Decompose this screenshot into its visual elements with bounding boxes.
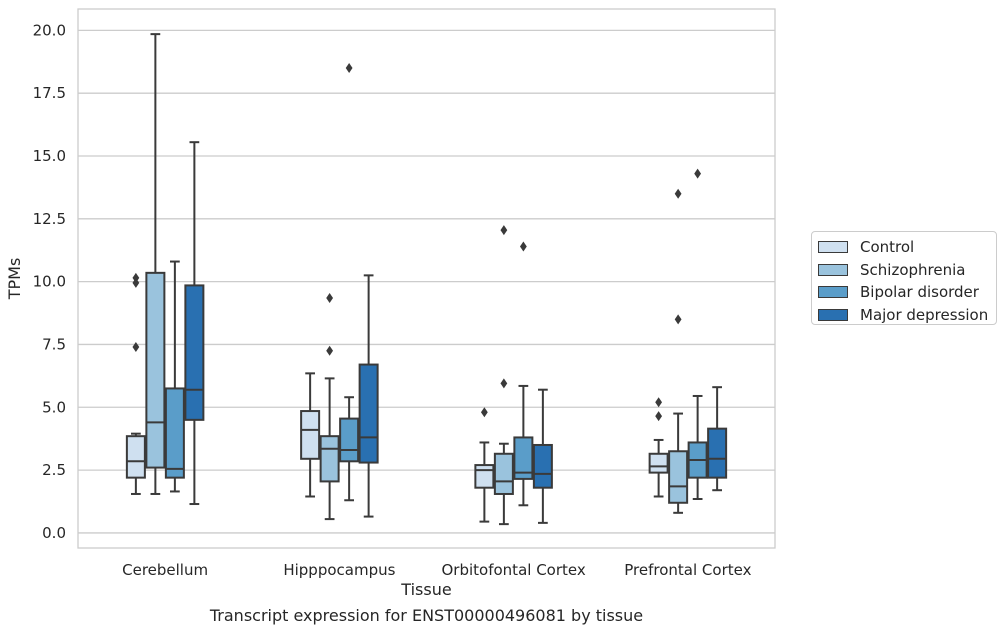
legend-label: Bipolar disorder [860,283,979,302]
iqr-box [164,387,185,479]
outlier-point [132,272,140,283]
outlier-point [132,277,140,288]
boxes-layer [125,33,728,526]
box-schizophrenia [668,188,689,514]
y-tick-label: 2.5 [42,461,66,479]
box-major-depression [532,388,553,524]
iqr-box [474,464,495,489]
legend-item: Control [818,236,996,259]
figure-caption: Transcript expression for ENST0000049608… [209,606,644,625]
y-tick-label: 15.0 [33,147,66,165]
y-tick-label: 7.5 [42,335,66,353]
iqr-box [358,363,379,464]
legend-item: Bipolar disorder [818,281,996,304]
y-tick-labels: 0.0 2.5 5.0 7.5 10.0 12.5 15.0 17.5 20.0 [33,21,66,542]
box-bipolar-disorder [164,260,185,493]
y-tick-label: 12.5 [33,210,66,228]
outlier-point [345,63,353,74]
outlier-point [674,188,682,199]
box-major-depression [184,141,205,506]
legend-label: Control [860,238,915,257]
outlier-point [326,292,334,303]
iqr-box [648,452,669,474]
outlier-point [519,241,527,252]
box-bipolar-disorder [339,63,360,502]
y-tick-label: 0.0 [42,524,66,542]
x-tick-label: Cerebellum [122,561,208,579]
x-tick-label: Orbitofontal Cortex [442,561,586,579]
box-schizophrenia [493,225,514,526]
box-bipolar-disorder [513,241,534,507]
outlier-point [655,397,663,408]
box-major-depression [358,274,379,518]
x-tick-labels: Cerebellum Hipppocampus Orbitofontal Corte… [122,561,751,579]
iqr-box [532,443,553,489]
y-axis-title: TPMs [5,258,24,301]
y-tick-label: 10.0 [33,273,66,291]
outlier-point [326,345,334,356]
iqr-box [145,271,166,469]
legend-label: Schizophrenia [860,260,966,279]
legend-swatch [818,263,848,276]
plot-frame [77,8,776,549]
box-control [648,397,669,498]
outlier-point [694,168,702,179]
x-tick-label: Hipppocampus [283,561,395,579]
iqr-box [668,450,689,504]
box-major-depression [707,386,728,492]
x-axis-title: Tissue [400,580,451,599]
y-tick-label: 20.0 [33,21,66,39]
iqr-box [339,417,360,463]
box-schizophrenia [319,292,340,521]
legend-item: Schizophrenia [818,259,996,282]
x-tick-label: Prefrontal Cortex [624,561,751,579]
box-control [300,372,321,498]
iqr-box [125,435,146,479]
box-schizophrenia [145,33,166,495]
legend-swatch [818,308,848,321]
y-tick-label: 17.5 [33,84,66,102]
legend-swatch [818,241,848,254]
legend: Control Schizophrenia Bipolar disorder Majo… [811,231,997,325]
outlier-point [674,314,682,325]
iqr-box [707,427,728,479]
legend-item: Major depression [818,304,996,327]
iqr-box [513,436,534,480]
box-bipolar-disorder [687,168,708,500]
box-control [474,407,495,523]
iqr-box [300,410,321,460]
outlier-point [500,378,508,389]
legend-swatch [818,286,848,299]
iqr-box [184,284,205,421]
y-tick-label: 5.0 [42,398,66,416]
box-control [125,272,146,495]
iqr-box [493,452,514,495]
outlier-point [655,411,663,422]
outlier-point [132,341,140,352]
outlier-point [480,407,488,418]
outlier-point [500,225,508,236]
iqr-box [319,435,340,483]
legend-label: Major depression [860,305,989,324]
